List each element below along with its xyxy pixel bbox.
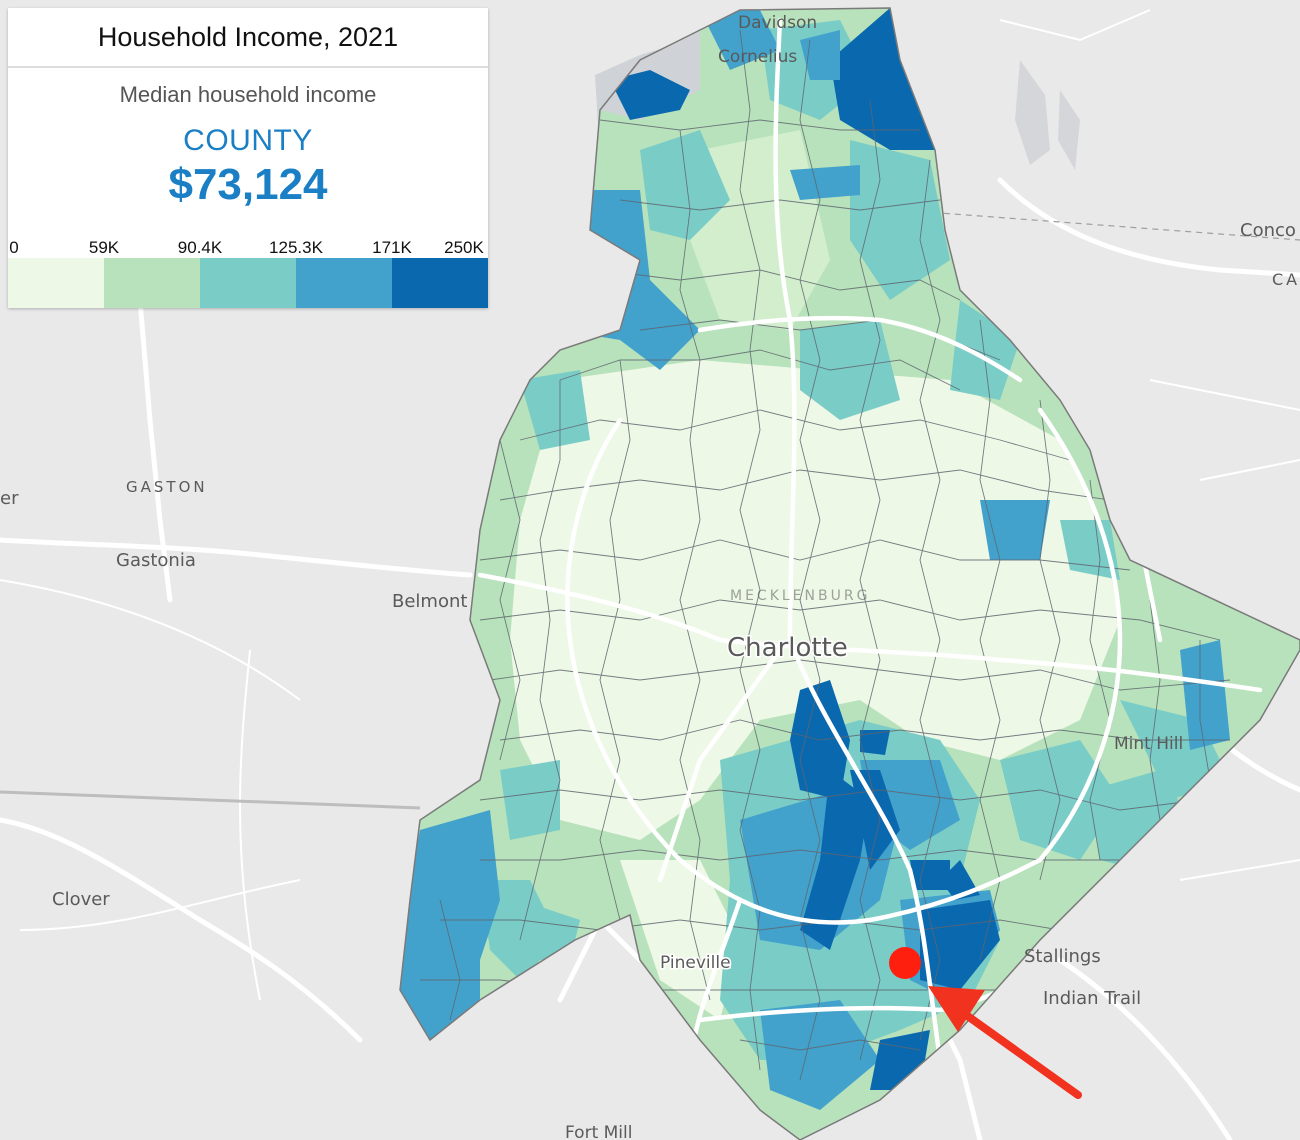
scale-label-1: 59K [88,238,120,257]
legend-title: Household Income, 2021 [8,8,488,68]
minor-outside-roads [0,9,1300,1001]
place-label-cornelius: Cornelius [718,47,797,67]
scale-swatch-2 [104,258,200,308]
legend-region-label: COUNTY [183,124,313,157]
place-label-concord: Conco [1240,220,1296,241]
legend-color-scale [8,258,488,308]
scale-label-4: 171K [372,238,412,257]
red-arrow-icon [928,986,1082,1099]
scale-swatch-4 [296,258,392,308]
place-label-cabarrus: CA [1272,270,1300,289]
place-label-fort-mill: Fort Mill [565,1123,632,1140]
place-label-edge-left: er [0,488,19,509]
place-label-gaston: GASTON [126,478,208,496]
county-line-dashed [899,209,1300,241]
legend-panel: Household Income, 2021 Median household … [8,8,488,308]
county-boundary [399,7,1300,1140]
place-label-indian-trail: Indian Trail [1043,988,1141,1009]
place-label-clover: Clover [52,889,110,910]
scale-swatch-5 [392,258,488,308]
legend-median-value: $73,124 [168,160,328,209]
legend-scale-labels: 0 59K 90.4K 125.3K 171K 250K [8,238,488,260]
place-label-mecklenburg: MECKLENBURG [730,588,870,604]
place-label-charlotte: Charlotte [727,633,848,663]
legend-subtitle: Median household income [119,82,377,107]
scale-label-5: 250K [444,238,484,257]
scale-swatch-1 [8,258,104,308]
place-label-mint-hill: Mint Hill [1114,734,1183,754]
state-line [0,790,421,810]
scale-label-2: 90.4K [177,238,223,257]
place-label-stallings: Stallings [1024,946,1101,967]
location-marker[interactable] [889,947,921,979]
scale-swatch-3 [200,258,296,308]
place-label-pineville: Pineville [660,953,731,973]
place-label-belmont: Belmont [392,591,467,612]
scale-label-3: 125.3K [269,238,323,257]
place-label-davidson: Davidson [738,13,817,33]
scale-label-0: 0 [9,238,19,257]
place-label-gastonia: Gastonia [116,550,196,571]
